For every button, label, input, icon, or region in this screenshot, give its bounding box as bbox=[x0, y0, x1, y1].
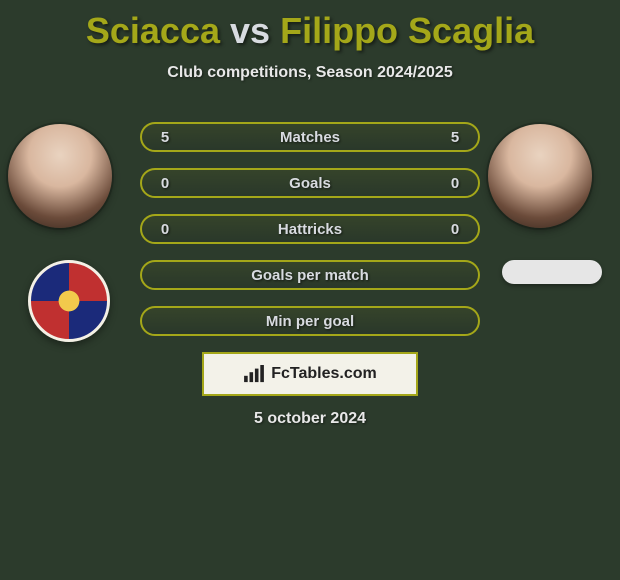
stat-left-value: 0 bbox=[156, 221, 174, 238]
stat-label: Goals per match bbox=[251, 267, 369, 284]
vs-separator: vs bbox=[230, 10, 270, 51]
stat-right-value: 0 bbox=[446, 175, 464, 192]
subtitle: Club competitions, Season 2024/2025 bbox=[0, 64, 620, 82]
stat-row-goals-per-match: Goals per match bbox=[140, 260, 480, 290]
player2-name: Filippo Scaglia bbox=[280, 10, 534, 51]
stat-left-value: 5 bbox=[156, 129, 174, 146]
brand-text: FcTables.com bbox=[271, 365, 377, 383]
stat-right-value: 5 bbox=[446, 129, 464, 146]
stats-bars: 5 Matches 5 0 Goals 0 0 Hattricks 0 Goal… bbox=[140, 122, 480, 352]
stat-row-hattricks: 0 Hattricks 0 bbox=[140, 214, 480, 244]
player1-avatar bbox=[8, 124, 112, 228]
stat-row-matches: 5 Matches 5 bbox=[140, 122, 480, 152]
stat-left-value: 0 bbox=[156, 175, 174, 192]
stat-label: Matches bbox=[280, 129, 340, 146]
stat-label: Hattricks bbox=[278, 221, 342, 238]
player1-name: Sciacca bbox=[86, 10, 220, 51]
player2-club-badge bbox=[502, 260, 602, 284]
page-title: Sciacca vs Filippo Scaglia bbox=[0, 0, 620, 52]
date-label: 5 october 2024 bbox=[254, 410, 366, 428]
player2-avatar bbox=[488, 124, 592, 228]
stat-row-min-per-goal: Min per goal bbox=[140, 306, 480, 336]
stat-label: Goals bbox=[289, 175, 331, 192]
stat-row-goals: 0 Goals 0 bbox=[140, 168, 480, 198]
brand-badge: FcTables.com bbox=[202, 352, 418, 396]
player1-club-badge bbox=[28, 260, 110, 342]
stat-right-value: 0 bbox=[446, 221, 464, 238]
bar-chart-icon bbox=[243, 365, 265, 383]
stat-label: Min per goal bbox=[266, 313, 354, 330]
